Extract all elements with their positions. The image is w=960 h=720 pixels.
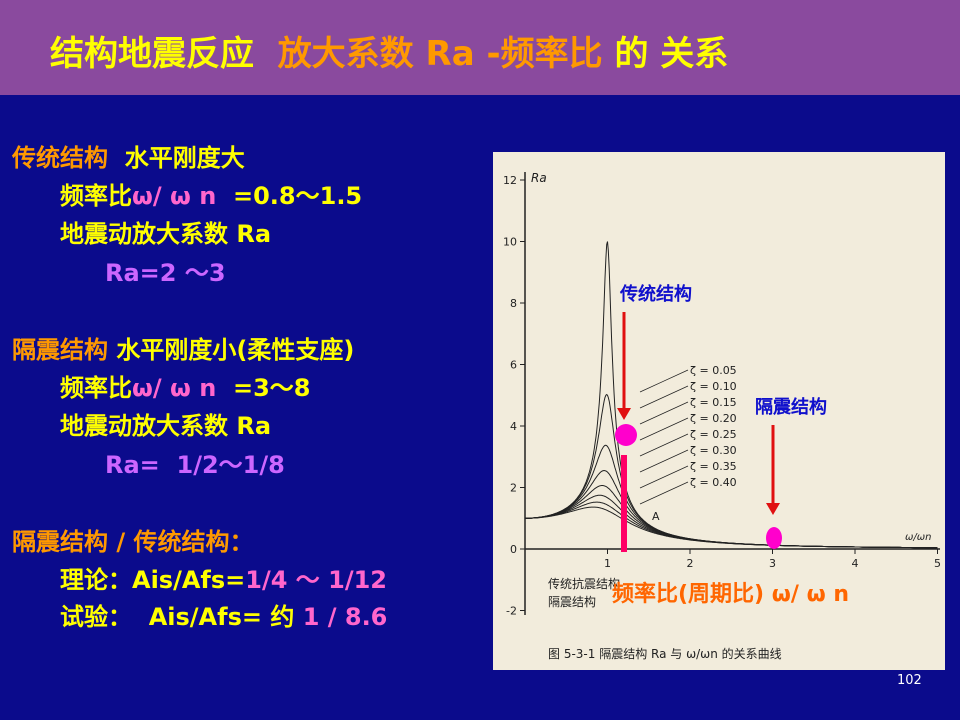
y-tick-label: 8 bbox=[510, 297, 517, 310]
marker-dot bbox=[766, 527, 782, 549]
arrow-head bbox=[617, 408, 631, 420]
x-annotation: 频率比(周期比) ω/ ω n bbox=[612, 581, 849, 607]
text-line: 地震动放大系数 Ra bbox=[60, 214, 271, 249]
legend-text: 传统抗震结构 bbox=[548, 576, 620, 591]
marker-dot bbox=[615, 424, 637, 446]
text-line: Ra= 1/2～1/8 bbox=[105, 445, 285, 480]
x-tick-label: 1 bbox=[604, 557, 611, 570]
curve-label: ζ = 0.10 bbox=[690, 380, 737, 393]
title-part: 放大系数 Ra -频率比 bbox=[277, 34, 603, 74]
text-line: 隔震结构 / 传统结构： bbox=[12, 522, 253, 557]
y-tick-label: 2 bbox=[510, 482, 517, 495]
caption: 图 5-3-1 隔震结构 Ra 与 ω/ωn 的关系曲线 bbox=[548, 646, 782, 661]
text-line: 频率比ω/ ω n =3～8 bbox=[60, 368, 311, 403]
curve-label: ζ = 0.05 bbox=[690, 364, 737, 377]
x-tick-label: 2 bbox=[687, 557, 694, 570]
text: =0.8～1.5 bbox=[216, 182, 363, 210]
title: 结构地震反应 放大系数 Ra -频率比 的 关系 bbox=[50, 26, 728, 75]
annotation: 隔震结构 bbox=[755, 396, 827, 418]
text: =3～8 bbox=[216, 374, 311, 402]
leader-line bbox=[639, 449, 689, 473]
text-line: 隔震结构 水平刚度小(柔性支座) bbox=[12, 330, 354, 365]
y-tick-label: 6 bbox=[510, 359, 517, 372]
y-tick-label: -2 bbox=[506, 605, 517, 618]
leader-line bbox=[639, 369, 689, 393]
text: 隔震结构 bbox=[12, 336, 108, 364]
text-line: 试验： Ais/Afs= 约 1 / 8.6 bbox=[60, 597, 387, 632]
leader-line bbox=[639, 465, 689, 489]
text: ω/ ω n bbox=[132, 182, 217, 210]
text: 1 / 8.6 bbox=[302, 603, 388, 631]
text: 频率比 bbox=[60, 182, 132, 210]
text: 地震动放大系数 Ra bbox=[60, 412, 272, 440]
y-axis-label: Ra bbox=[531, 171, 547, 185]
annotation: 传统结构 bbox=[619, 283, 692, 305]
text: Ra= 1/2～1/8 bbox=[105, 451, 285, 479]
x-axis-label: ω/ωn bbox=[905, 532, 931, 543]
text: ω/ ω n bbox=[132, 374, 217, 402]
curve-label: ζ = 0.25 bbox=[690, 428, 737, 441]
curve-label: ζ = 0.20 bbox=[690, 412, 737, 425]
text: 隔震结构 / 传统结构： bbox=[12, 528, 254, 556]
page-number: 102 bbox=[897, 673, 922, 688]
text: 频率比 bbox=[60, 374, 132, 402]
leader-line bbox=[639, 481, 689, 505]
legend-text: 隔震结构 bbox=[548, 594, 596, 609]
x-tick-label: 5 bbox=[934, 557, 941, 570]
text: 理论：Ais/Afs= bbox=[60, 566, 246, 594]
y-tick-label: 0 bbox=[510, 543, 517, 556]
text: 试验： Ais/Afs= 约 bbox=[60, 603, 303, 631]
response-curve bbox=[524, 506, 938, 549]
curve-label: ζ = 0.35 bbox=[690, 460, 737, 473]
figure-background bbox=[493, 152, 945, 670]
y-tick-label: 12 bbox=[503, 174, 517, 187]
text-line: 传统结构 水平刚度大 bbox=[12, 138, 245, 173]
leader-line bbox=[639, 417, 689, 441]
point-label: A bbox=[652, 510, 660, 523]
title-part: 的 关系 bbox=[614, 34, 729, 74]
text: 水平刚度小(柔性支座) bbox=[108, 336, 355, 364]
curve-label: ζ = 0.30 bbox=[690, 444, 737, 457]
leader-line bbox=[639, 385, 689, 409]
arrow-head bbox=[766, 503, 780, 515]
leader-line bbox=[639, 433, 689, 457]
header: 结构地震反应 放大系数 Ra -频率比 的 关系 bbox=[0, 0, 960, 95]
curve-label: ζ = 0.15 bbox=[690, 396, 737, 409]
leader-line bbox=[639, 401, 689, 425]
text: Ra=2 ～3 bbox=[105, 259, 226, 287]
text-line: 理论：Ais/Afs=1/4 ～ 1/12 bbox=[60, 560, 387, 595]
title-part: 结构地震反应 bbox=[50, 34, 254, 74]
text: 水平刚度大 bbox=[108, 144, 245, 172]
x-tick-label: 3 bbox=[769, 557, 776, 570]
text-line: 地震动放大系数 Ra bbox=[60, 406, 271, 441]
text-line: 频率比ω/ ω n =0.8～1.5 bbox=[60, 176, 362, 211]
marker-bar bbox=[621, 455, 627, 552]
curve-label: ζ = 0.40 bbox=[690, 476, 737, 489]
text: 地震动放大系数 Ra bbox=[60, 220, 272, 248]
y-tick-label: 4 bbox=[510, 420, 517, 433]
text-line: Ra=2 ～3 bbox=[105, 253, 226, 288]
text: 1/4 ～ 1/12 bbox=[245, 566, 388, 594]
y-tick-label: 10 bbox=[503, 236, 517, 249]
x-tick-label: 4 bbox=[852, 557, 859, 570]
text: 传统结构 bbox=[12, 144, 108, 172]
